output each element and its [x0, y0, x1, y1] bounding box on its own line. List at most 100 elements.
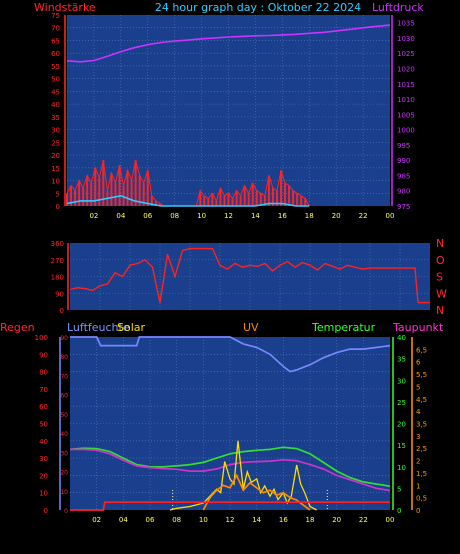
chart1-right-tick: 1035 [397, 20, 415, 28]
chart3-left-tick-humidity: 40 [60, 431, 68, 438]
header-title: 24 hour graph day : Oktober 22 2024 [155, 1, 361, 14]
chart1-left-tick: 75 [51, 12, 60, 20]
chart3-x-tick: 04 [119, 516, 128, 524]
chart3-left-tick-humidity: 20 [60, 470, 68, 477]
chart3-right-tick-uv: 2,5 [416, 445, 427, 453]
header-left-label: Windstärke [34, 1, 96, 14]
chart1-x-tick: 10 [197, 212, 206, 220]
label-temperatur: Temperatur [311, 321, 376, 334]
chart1-left-tick: 40 [51, 101, 60, 109]
wind-pressure-chart: 0510152025303540455055606570759759809859… [51, 12, 415, 220]
chart3-right-tick-uv: 4 [416, 408, 421, 416]
chart3-x-tick: 16 [279, 516, 288, 524]
chart3-series-regen [70, 501, 390, 511]
chart3-right-tick-uv: 3 [416, 433, 420, 441]
chart3-right-tick-temperature: 0 [397, 507, 401, 515]
chart2-compass-tick: N [436, 304, 444, 317]
label-solar: Solar [117, 321, 146, 334]
chart1-left-tick: 5 [56, 190, 60, 198]
chart3-right-tick-uv: 4,5 [416, 396, 427, 404]
chart2-left-tick: 270 [51, 257, 64, 265]
chart3-left-tick-rain: 90 [39, 351, 48, 359]
chart2-left-tick: 360 [51, 240, 64, 248]
chart3-right-tick-uv: 0,5 [416, 495, 427, 503]
chart3-series-temperatur [69, 446, 391, 488]
chart3-right-tick-uv: 6 [416, 359, 421, 367]
chart3-x-tick: 14 [252, 516, 261, 524]
chart3-right-tick-uv: 5 [416, 383, 420, 391]
chart2-left-tick: 180 [51, 274, 64, 282]
chart3-right-tick-temperature: 35 [397, 356, 406, 364]
chart1-right-tick: 985 [397, 172, 410, 180]
chart1-left-tick: 70 [51, 25, 60, 33]
chart1-x-tick: 20 [332, 212, 341, 220]
chart1-right-tick: 1000 [397, 127, 415, 135]
chart2-compass-tick: S [436, 271, 443, 284]
chart1-right-tick: 1020 [397, 65, 415, 73]
chart3-left-tick-rain: 80 [39, 369, 48, 377]
chart3-right-tick-temperature: 15 [397, 442, 406, 450]
chart3-right-tick-uv: 5,5 [416, 371, 427, 379]
chart1-x-tick: 06 [143, 212, 152, 220]
chart1-left-tick: 15 [51, 165, 60, 173]
chart3-right-tick-uv: 3,5 [416, 421, 427, 429]
chart3-left-tick-rain: 0 [44, 507, 48, 515]
chart3-left-tick-humidity: 0 [64, 508, 68, 515]
chart1-left-tick: 55 [51, 63, 60, 71]
chart3-left-tick-humidity: 50 [60, 412, 68, 419]
chart3-x-tick: 20 [332, 516, 341, 524]
chart2-direction-line [69, 247, 430, 304]
chart1-left-tick: 25 [51, 139, 60, 147]
chart3-right-tick-temperature: 40 [397, 334, 406, 342]
chart3-left-tick-rain: 20 [39, 472, 48, 480]
chart1-x-tick: 16 [278, 212, 287, 220]
chart3-right-tick-uv: 0 [416, 507, 420, 515]
chart1-x-tick: 18 [305, 212, 314, 220]
chart3-x-tick: 18 [306, 516, 315, 524]
chart1-left-tick: 30 [51, 127, 60, 135]
chart1-x-tick: 00 [386, 212, 395, 220]
chart3-left-tick-rain: 10 [39, 490, 48, 498]
chart3-left-tick-rain: 60 [39, 403, 48, 411]
chart3-right-tick-temperature: 10 [397, 464, 406, 472]
chart2-compass-tick: O [436, 254, 445, 267]
chart3-left-tick-humidity: 60 [60, 393, 68, 400]
label-luftfeuchte: Luftfeuchte [67, 321, 130, 334]
chart1-right-tick: 1005 [397, 111, 415, 119]
chart3-x-tick: 00 [386, 516, 395, 524]
chart3-left-tick-humidity: 80 [60, 354, 68, 361]
chart3-left-tick-rain: 40 [39, 438, 48, 446]
chart1-left-tick: 65 [51, 37, 60, 45]
chart1-series-2 [66, 194, 310, 207]
chart1-right-tick: 1015 [397, 81, 415, 89]
chart2-compass-tick: N [436, 237, 444, 250]
chart1-right-tick: 1025 [397, 50, 415, 58]
chart3-right-tick-temperature: 25 [397, 399, 406, 407]
chart3-x-tick: 12 [226, 516, 235, 524]
chart1-right-tick: 975 [397, 203, 410, 211]
chart1-left-tick: 45 [51, 88, 60, 96]
chart3-series-taupunkt [70, 448, 391, 492]
chart3-left-tick-rain: 30 [39, 455, 48, 463]
chart3-left-tick-rain: 100 [35, 334, 48, 342]
chart1-right-tick: 1030 [397, 35, 415, 43]
chart2-compass-tick: W [436, 287, 447, 300]
chart3-right-tick-temperature: 5 [397, 485, 401, 493]
chart1-x-tick: 08 [170, 212, 179, 220]
chart1-left-tick: 35 [51, 114, 60, 122]
chart1-left-tick: 0 [56, 203, 60, 211]
chart3-x-tick: 08 [172, 516, 181, 524]
header-right-label: Luftdruck [372, 1, 424, 14]
chart1-x-tick: 04 [116, 212, 125, 220]
chart3-x-tick: 06 [146, 516, 155, 524]
chart1-right-tick: 995 [397, 142, 410, 150]
chart3-series-luftfeuchte [70, 336, 391, 373]
chart2-left-tick: 90 [55, 290, 64, 298]
chart3-left-tick-rain: 50 [39, 421, 48, 429]
chart1-left-tick: 20 [51, 152, 60, 160]
chart3-right-tick-temperature: 20 [397, 421, 406, 429]
chart1-x-tick: 22 [359, 212, 368, 220]
